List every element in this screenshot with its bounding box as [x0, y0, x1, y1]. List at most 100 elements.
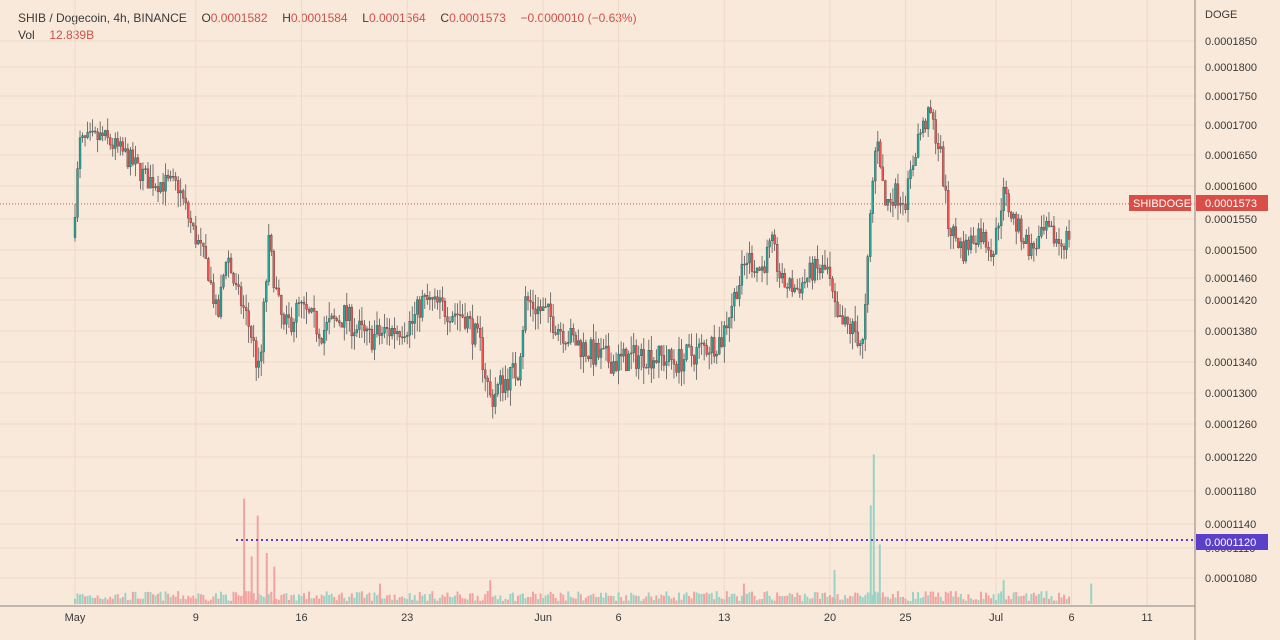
volume-bar [894, 597, 897, 604]
volume-bar [675, 600, 678, 604]
candle-body [484, 369, 487, 379]
volume-bar [1025, 593, 1028, 604]
candle-body [942, 146, 945, 187]
candle-body [831, 278, 834, 292]
candle-body [368, 328, 371, 331]
candle-body [713, 337, 716, 357]
volume-bar [267, 594, 270, 604]
candle-body [884, 180, 887, 206]
candle-body [760, 266, 764, 271]
candle-body [569, 328, 572, 343]
volume-bar [816, 592, 819, 604]
volume-bar [169, 596, 172, 604]
candle-body [456, 313, 459, 316]
volume-bar [572, 597, 575, 604]
volume-spike-bar [869, 505, 872, 604]
volume-bar [884, 596, 887, 604]
candle-body [748, 253, 751, 264]
candle-body [572, 328, 575, 336]
price-tick-label: 0.0001500 [1205, 245, 1257, 257]
candle-body [227, 257, 230, 263]
volume-bar [104, 597, 107, 604]
candle-body [320, 337, 323, 344]
volume-bar [823, 592, 826, 604]
candle-body [116, 138, 119, 147]
candle-body [992, 254, 995, 257]
volume-bar [539, 593, 542, 604]
volume-bar [861, 597, 864, 604]
candle-body [594, 343, 598, 365]
volume-bar [187, 595, 190, 604]
candle-body [567, 342, 570, 344]
candle-body [164, 174, 167, 192]
volume-bar [723, 599, 726, 604]
volume-bar [798, 595, 801, 604]
candle-body [466, 316, 469, 329]
volume-spike-bar [250, 556, 253, 604]
candle-body [330, 315, 333, 319]
volume-bar [76, 593, 79, 604]
candle-body [1020, 218, 1023, 242]
candle-body [403, 336, 406, 338]
volume-bar [932, 591, 935, 604]
candle-body [753, 271, 756, 273]
candle-body [156, 186, 160, 193]
candle-body [192, 222, 195, 227]
candle-body [632, 345, 635, 354]
candle-body [494, 393, 497, 407]
volume-bar [997, 593, 1000, 604]
candle-body [723, 325, 726, 347]
volume-bar [710, 592, 713, 604]
volume-spike-bar [256, 515, 259, 604]
volume-bar [766, 591, 769, 604]
candle-body [969, 235, 973, 250]
legend-ohlc-row: SHIB / Dogecoin, 4h, BINANCE O0.0001582 … [18, 10, 637, 27]
candle-body [630, 352, 633, 355]
time-tick-label: 25 [899, 612, 911, 624]
candle-body [501, 375, 504, 393]
volume-bar [297, 594, 300, 604]
time-axis[interactable]: May 9 16 23 Jun 6 13 20 25 Jul 6 11 [65, 612, 1153, 624]
candle-body [1045, 220, 1048, 231]
candle-body [441, 297, 444, 302]
volume-bar [96, 595, 99, 604]
time-tick-label: 11 [1141, 612, 1152, 624]
candle-body [763, 266, 766, 273]
candle-body [476, 323, 479, 329]
candle-body [536, 306, 540, 315]
candle-body [489, 381, 492, 396]
volume-bar [81, 593, 84, 604]
candle-body [625, 348, 628, 371]
candle-body [1035, 247, 1038, 250]
last-price-tag: 0.0001573 [1205, 198, 1257, 210]
volume-bar [355, 592, 358, 604]
candle-body [431, 297, 434, 300]
volume-bar [235, 592, 238, 604]
candle-body [781, 273, 784, 279]
volume-bar [212, 596, 215, 604]
volume-bar [469, 593, 472, 604]
volume-bar [360, 591, 363, 604]
candle-body [675, 364, 678, 373]
candle-body [1010, 211, 1013, 219]
volume-bar [1035, 595, 1038, 604]
volume-bar [856, 593, 859, 604]
candle-body [657, 345, 661, 363]
price-axis[interactable]: 0.00010800.00011100.00011400.00011800.00… [1205, 36, 1257, 585]
volume-bar [569, 596, 572, 604]
candle-body [365, 328, 369, 332]
volume-key[interactable]: Vol [18, 28, 35, 42]
symbol-title[interactable]: SHIB / Dogecoin, 4h, BINANCE [18, 11, 187, 25]
candle-body [88, 131, 92, 133]
candle-body [438, 297, 442, 303]
volume-bar [172, 594, 175, 604]
volume-bar [944, 591, 947, 604]
candle-body [642, 349, 645, 368]
candle-body [370, 329, 374, 350]
volume-bar [89, 595, 92, 604]
candle-body [927, 107, 930, 130]
volume-bar [1063, 594, 1066, 604]
volume-bar [116, 594, 119, 604]
candle-body [967, 239, 970, 250]
